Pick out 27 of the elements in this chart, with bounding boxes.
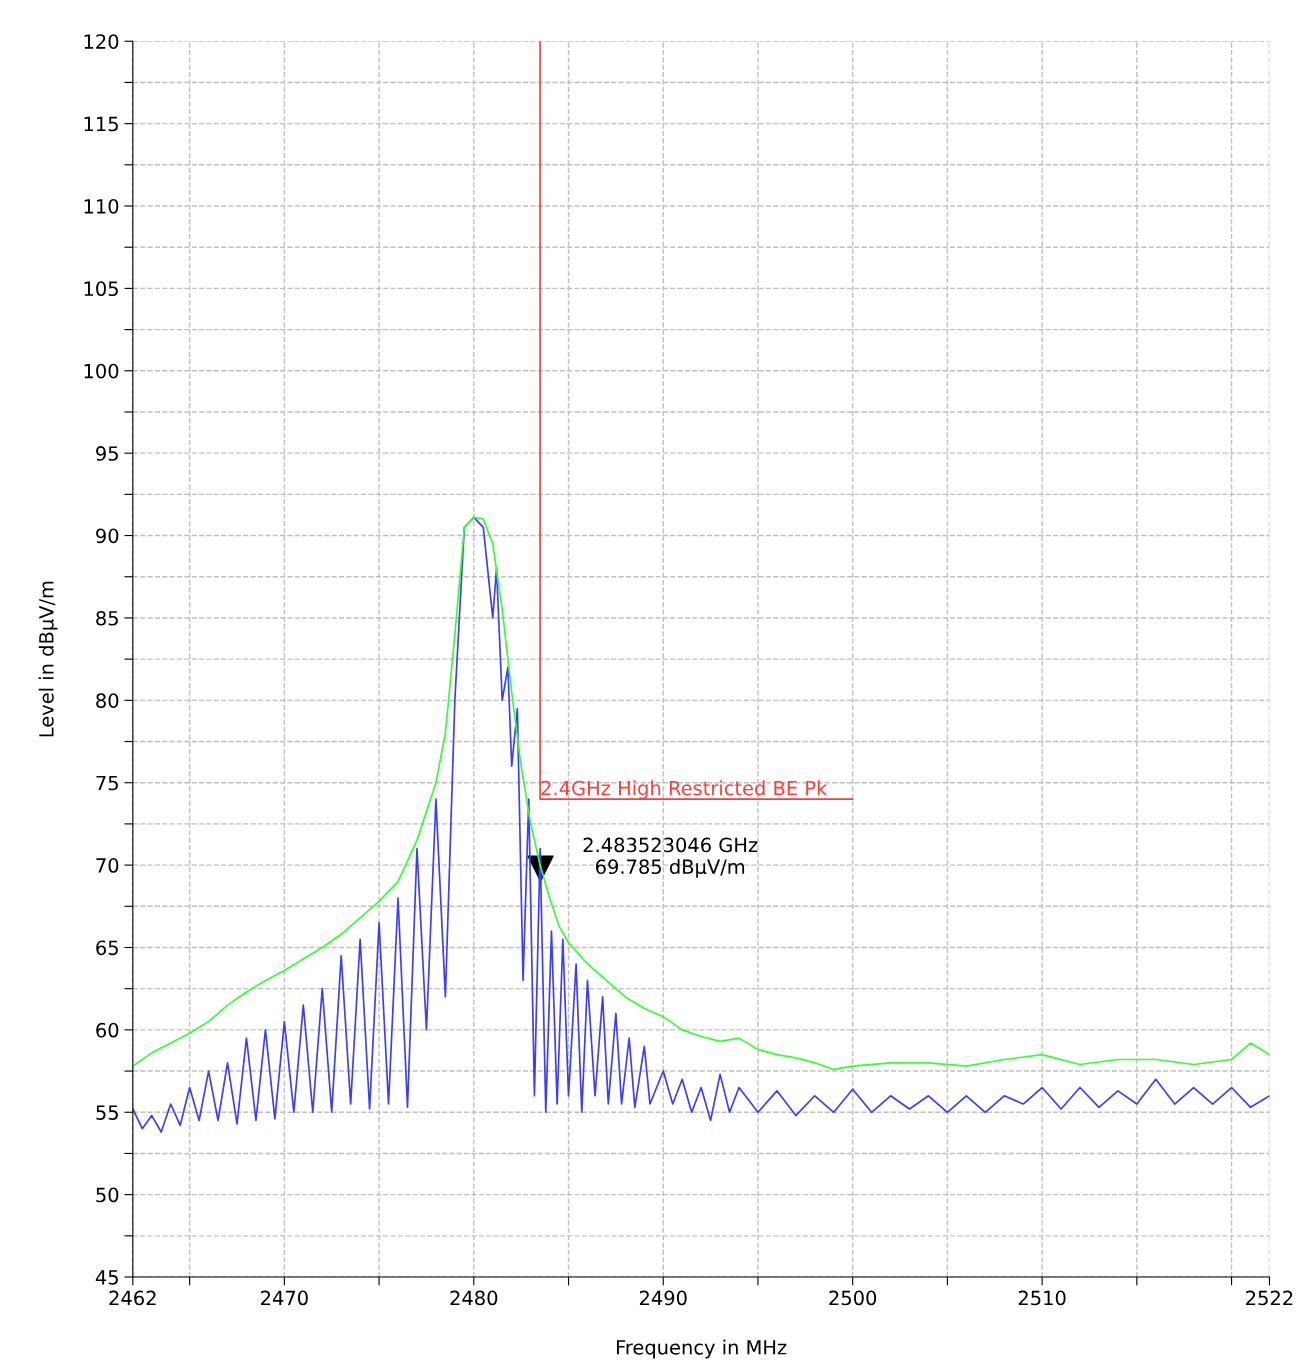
y-tick-label: 85	[96, 610, 118, 626]
y-tick-label: 105	[84, 281, 118, 297]
y-axis-title: Level in dBµV/m	[38, 581, 58, 737]
y-tick-label: 100	[84, 363, 119, 379]
y-tick-label: 90	[96, 528, 119, 544]
y-tick-label: 65	[96, 940, 118, 956]
y-tick-label: 120	[84, 34, 119, 49]
y-tick-label: 95	[96, 446, 118, 461]
y-tick-label: 115	[84, 116, 118, 132]
y-tick-label: 55	[96, 1105, 118, 1120]
x-tick-label: 2500	[829, 1290, 877, 1306]
x-tick-label: 2522	[1246, 1290, 1293, 1306]
y-tick-label: 75	[96, 775, 118, 791]
x-tick-label: 2490	[639, 1290, 687, 1306]
series-label: 2.4GHz High Restricted BE Pk	[541, 780, 828, 800]
x-tick-label: 2470	[261, 1290, 308, 1306]
y-tick-label: 80	[96, 693, 119, 708]
y-tick-label: 50	[96, 1187, 119, 1203]
y-tick-label: 45	[95, 1270, 118, 1285]
x-tick-label: 2510	[1018, 1290, 1066, 1306]
y-tick-label: 110	[84, 198, 119, 214]
x-tick-label: 2462	[109, 1290, 156, 1306]
x-tick-label: 2480	[450, 1290, 498, 1306]
x-axis-title: Frequency in MHz	[616, 1339, 787, 1359]
y-tick-label: 70	[96, 858, 119, 873]
annotation: 2.483523046 GHz 69.785 dBµV/m	[583, 837, 758, 878]
y-tick-label: 60	[96, 1022, 119, 1038]
